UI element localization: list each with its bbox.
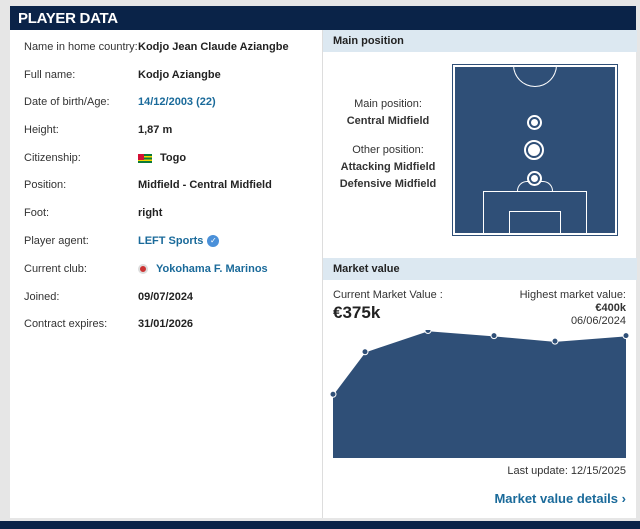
chart-point[interactable]: [361, 348, 369, 356]
penalty-box: [483, 191, 587, 233]
info-row: Position: Midfield - Central Midfield: [24, 176, 272, 194]
value: 31/01/2026: [138, 318, 194, 330]
verified-icon: ✓: [207, 235, 220, 247]
info-row: Full name: Kodjo Aziangbe: [24, 66, 221, 84]
highest-date: 06/06/2024: [570, 315, 626, 327]
player-data-panel: PLAYER DATA Name in home country: Kodjo J…: [10, 6, 637, 518]
main-position-value: Central Midfield: [346, 115, 430, 127]
info-row: Date of birth/Age: 14/12/2003 (22): [24, 93, 216, 111]
label: Contract expires:: [24, 318, 108, 330]
value: Midfield - Central Midfield: [138, 179, 272, 191]
club-logo-icon: [138, 264, 148, 274]
birthdate-link[interactable]: 14/12/2003 (22): [138, 96, 216, 108]
info-row: Height: 1,87 m: [24, 121, 172, 139]
chevron-right-icon: ›: [621, 491, 626, 506]
bottom-bar: [0, 521, 640, 529]
last-update: Last update: 12/15/2025: [507, 465, 626, 477]
chart-line: [332, 330, 627, 395]
value: 09/07/2024: [138, 291, 194, 303]
agent-link[interactable]: LEFT Sports: [138, 235, 204, 247]
defensive-midfield-marker: [527, 171, 542, 186]
other-position-label: Other position:: [352, 144, 424, 156]
central-midfield-marker: [524, 140, 544, 160]
label: Foot:: [24, 207, 50, 219]
center-circle: [513, 65, 557, 87]
market-value-chart[interactable]: [323, 330, 637, 460]
value: 1,87 m: [138, 124, 173, 136]
current-value-label: Current Market Value :: [333, 289, 443, 301]
other-position-value: Attacking Midfield: [340, 161, 436, 173]
highest-amount: €400k: [595, 302, 626, 314]
panel-title: PLAYER DATA: [10, 6, 636, 30]
label: Player agent:: [24, 235, 89, 247]
other-position-value: Defensive Midfield: [339, 178, 437, 190]
position-text: Main position: Central Midfield Other po…: [323, 96, 453, 193]
club-link[interactable]: Yokohama F. Marinos: [156, 263, 268, 275]
chart-point[interactable]: [490, 332, 498, 340]
value: Togo: [160, 152, 187, 164]
info-row: Name in home country: Kodjo Jean Claude A…: [24, 38, 289, 56]
chart-point[interactable]: [424, 330, 432, 334]
togo-flag-icon: [138, 153, 152, 163]
value: Kodjo Jean Claude Aziangbe: [138, 41, 289, 53]
value: right: [138, 207, 163, 219]
current-value: €375k: [333, 303, 381, 322]
label: Height:: [24, 124, 59, 136]
label: Position:: [24, 179, 67, 191]
label: Full name:: [24, 69, 76, 81]
chart-area: [333, 330, 626, 458]
link-label: Market value details: [494, 491, 619, 506]
highest-label: Highest market value:: [519, 289, 626, 301]
info-row: Joined: 09/07/2024: [24, 288, 193, 306]
info-row: Current club: Yokohama F. Marinos: [24, 260, 268, 278]
main-position-header: Main position: [323, 30, 637, 52]
chart-point[interactable]: [622, 332, 630, 340]
label: Date of birth/Age:: [24, 96, 110, 108]
attacking-midfield-marker: [527, 115, 542, 130]
info-row: Contract expires: 31/01/2026: [24, 315, 193, 333]
pitch-diagram: [452, 64, 618, 236]
chart-point[interactable]: [329, 390, 337, 398]
info-row: Foot: right: [24, 204, 162, 222]
info-table: Name in home country: Kodjo Jean Claude A…: [10, 30, 322, 518]
info-row: Player agent: LEFT Sports ✓: [24, 232, 220, 250]
main-position-label: Main position:: [354, 98, 422, 110]
highest-value: Highest market value: €400k 06/06/2024: [520, 289, 626, 328]
value: Kodjo Aziangbe: [138, 69, 221, 81]
info-row: Citizenship: Togo: [24, 149, 186, 167]
market-value-header: Market value: [323, 258, 637, 280]
label: Current club:: [24, 263, 87, 275]
market-value-details-link[interactable]: Market value details ›: [494, 491, 626, 506]
label: Name in home country:: [24, 41, 138, 53]
label: Joined:: [24, 291, 60, 303]
chart-point[interactable]: [551, 337, 559, 345]
label: Citizenship:: [24, 152, 81, 164]
right-column: Main position Main position: Central Mid…: [322, 30, 637, 518]
goal-box: [509, 211, 561, 233]
